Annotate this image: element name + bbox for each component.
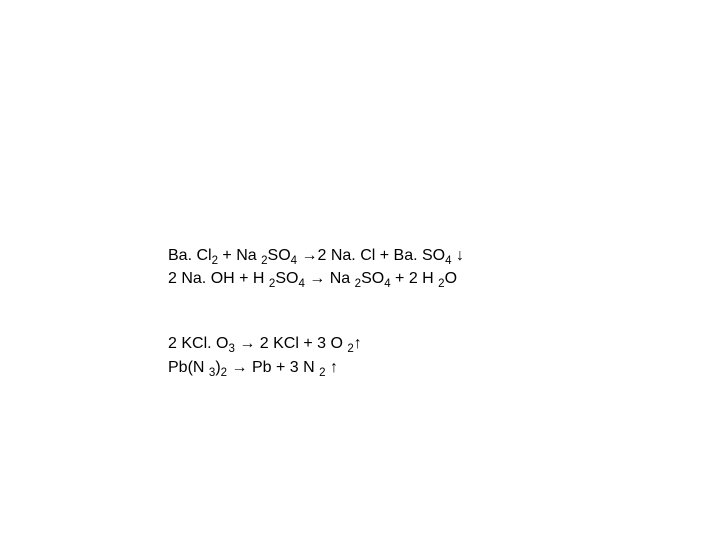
eq1-part: →2 Na. Cl + Ba. SO [297, 247, 445, 264]
eq2-part: → Na [305, 270, 355, 287]
eq2-part: 2 Na. OH + H [168, 270, 269, 287]
eq1-part: + Na [218, 247, 261, 264]
eq4-part: ↑ [326, 359, 338, 376]
eq2-part: SO [275, 270, 298, 287]
eq1-part: Ba. Cl [168, 247, 212, 264]
equation-3: 2 KCl. O3 → 2 KCl + 3 O 2↑ [168, 332, 464, 355]
equation-group-2: 2 KCl. O3 → 2 KCl + 3 O 2↑ Pb(N 3)2 → Pb… [168, 332, 464, 378]
eq3-part: 2 KCl. O [168, 335, 228, 352]
eq2-part: SO [361, 270, 384, 287]
eq4-part: → Pb + 3 N [227, 359, 319, 376]
eq4-part: Pb(N [168, 359, 209, 376]
eq3-part: ↑ [354, 335, 362, 352]
eq2-part: O [445, 270, 457, 287]
equation-2: 2 Na. OH + H 2SO4 → Na 2SO4 + 2 H 2O [168, 267, 464, 290]
equation-group-1: Ba. Cl2 + Na 2SO4 →2 Na. Cl + Ba. SO4 ↓ … [168, 244, 464, 290]
eq1-part: ↓ [452, 247, 464, 264]
eq1-part: SO [268, 247, 291, 264]
chemical-equations-block: Ba. Cl2 + Na 2SO4 →2 Na. Cl + Ba. SO4 ↓ … [168, 244, 464, 379]
equation-4: Pb(N 3)2 → Pb + 3 N 2 ↑ [168, 356, 464, 379]
equation-1: Ba. Cl2 + Na 2SO4 →2 Na. Cl + Ba. SO4 ↓ [168, 244, 464, 267]
eq3-part: → 2 KCl + 3 O [235, 335, 347, 352]
eq2-part: + 2 H [391, 270, 439, 287]
